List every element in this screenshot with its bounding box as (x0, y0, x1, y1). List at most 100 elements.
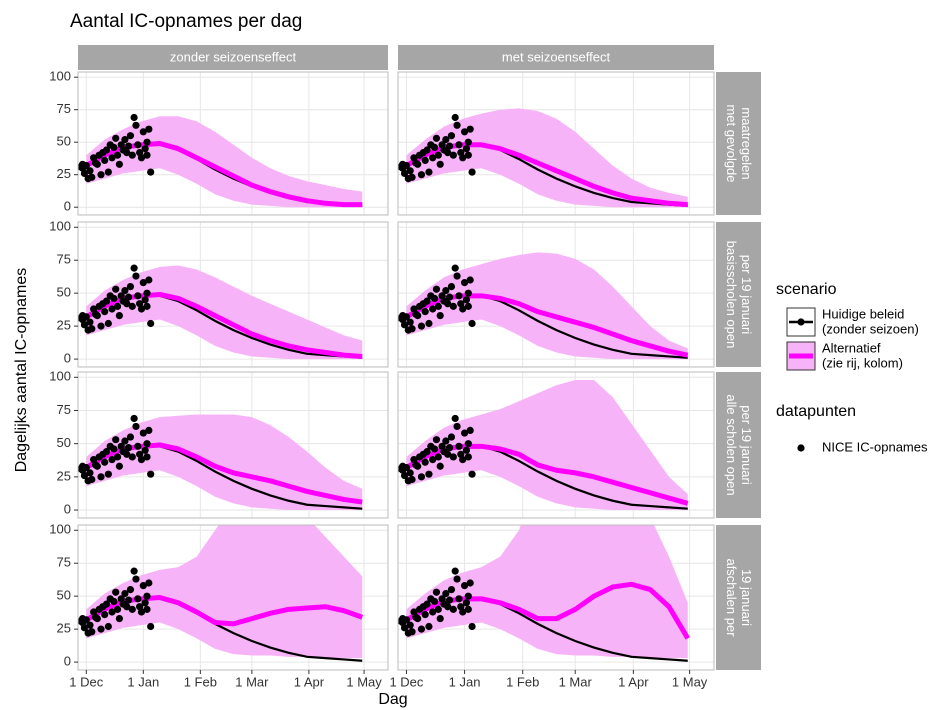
data-point (421, 156, 429, 164)
data-point (86, 318, 94, 326)
data-point (406, 318, 414, 326)
data-point (429, 305, 437, 313)
data-point (436, 462, 444, 470)
data-point (425, 470, 433, 478)
data-point (112, 588, 120, 596)
y-tick-label: 75 (57, 101, 71, 116)
data-point (88, 325, 96, 333)
data-point (400, 169, 409, 177)
data-point (102, 146, 111, 154)
data-point (102, 448, 111, 456)
data-point (115, 614, 123, 623)
panel-border (397, 221, 715, 368)
data-point (442, 286, 450, 295)
x-tick-label: 1 Feb (506, 674, 539, 689)
x-tick-label: 1 Jan (449, 674, 481, 689)
data-point (97, 171, 105, 179)
data-point (108, 608, 116, 616)
data-point (143, 592, 151, 600)
data-point (464, 302, 472, 310)
x-tick-label: 1 May (346, 674, 382, 689)
data-point (128, 302, 136, 310)
data-point (402, 162, 411, 170)
data-point (101, 611, 109, 619)
data-point (434, 605, 442, 613)
data-point (82, 463, 90, 472)
data-point (425, 168, 433, 176)
data-point (425, 319, 433, 328)
data-point (466, 125, 474, 133)
data-point (141, 446, 149, 454)
data-point (134, 292, 142, 300)
data-point (408, 325, 416, 333)
row-strip (716, 72, 761, 215)
data-point (421, 611, 429, 619)
data-point (406, 167, 414, 175)
data-point (449, 605, 457, 613)
y-tick-label: 25 (57, 621, 71, 636)
data-point (423, 297, 431, 305)
data-point (82, 313, 90, 321)
data-point (447, 282, 456, 291)
panel-border (397, 524, 715, 671)
data-point (123, 603, 131, 611)
data-point (408, 173, 416, 181)
data-point (121, 437, 129, 445)
data-point (423, 448, 431, 456)
data-point (139, 582, 147, 590)
data-point (108, 154, 116, 162)
legend-label: (zie rij, kolom) (822, 355, 903, 370)
data-point (400, 471, 409, 480)
data-point (414, 614, 422, 623)
data-point (93, 462, 101, 470)
data-point (128, 151, 136, 159)
legend-label: Alternatief (822, 340, 881, 355)
data-point (442, 589, 450, 598)
data-point (447, 433, 456, 441)
data-point (444, 450, 452, 458)
panel (398, 372, 714, 518)
data-point (137, 305, 146, 313)
panel-border (77, 221, 389, 368)
x-tick-label: 1 May (672, 674, 708, 689)
alternative-line (405, 443, 689, 506)
panel (398, 222, 714, 367)
ribbon (406, 379, 688, 511)
data-point (97, 473, 105, 481)
y-tick-label: 100 (49, 69, 71, 84)
x-tick-label: 1 Mar (559, 674, 593, 689)
data-point (459, 305, 467, 313)
data-point (104, 622, 112, 631)
y-tick-label: 0 (64, 351, 71, 366)
data-point (82, 616, 90, 624)
data-point (417, 171, 426, 179)
data-point (402, 313, 411, 321)
data-point (134, 442, 142, 450)
data-point (445, 596, 454, 604)
data-point (464, 440, 472, 448)
data-point (88, 475, 96, 484)
data-point (464, 605, 472, 613)
data-point (462, 599, 471, 607)
ribbon (406, 525, 688, 659)
data-point (414, 462, 422, 470)
data-point (101, 308, 109, 316)
row-strip-label: alle scholen open (724, 394, 739, 495)
data-point (432, 134, 441, 142)
data-point (455, 292, 463, 300)
x-tick-label: 1 Feb (184, 674, 217, 689)
data-point (139, 128, 147, 136)
data-point (406, 621, 414, 629)
data-point (462, 446, 471, 454)
data-point (112, 134, 120, 142)
y-tick-label: 0 (64, 199, 71, 214)
chart-title: Aantal IC-opnames per dag (70, 11, 302, 32)
data-point (143, 302, 151, 310)
data-point (134, 595, 142, 603)
alternative-line (85, 141, 363, 208)
data-point (130, 264, 138, 272)
data-point (460, 429, 469, 437)
data-point (126, 585, 135, 594)
data-point (108, 456, 116, 464)
